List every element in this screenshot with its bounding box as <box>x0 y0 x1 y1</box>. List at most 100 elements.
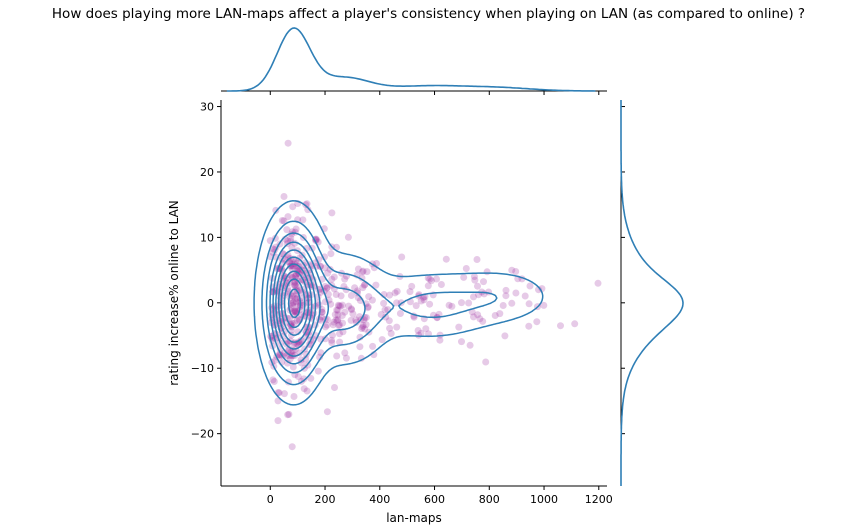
scatter-point <box>291 281 299 289</box>
scatter-point <box>337 292 345 300</box>
y-tick-label: 30 <box>200 101 214 114</box>
scatter-point <box>470 273 478 280</box>
y-tick-label: 20 <box>200 166 214 179</box>
scatter-point <box>289 301 296 309</box>
scatter-point <box>274 417 282 425</box>
scatter-point <box>291 308 299 316</box>
scatter-point <box>462 265 470 272</box>
scatter-point <box>526 282 534 290</box>
kde-contour-level <box>283 278 306 329</box>
kde-contour-level <box>253 200 544 406</box>
scatter-point <box>300 385 308 393</box>
kde-contour-level <box>269 241 330 365</box>
scatter-point <box>508 299 516 307</box>
chart-title: How does playing more LAN-maps affect a … <box>51 6 806 22</box>
y-tick-label: 10 <box>200 231 214 244</box>
scatter-point <box>300 375 308 383</box>
scatter-point <box>501 332 509 340</box>
scatter-point <box>323 408 331 416</box>
scatter-point <box>380 299 388 307</box>
scatter-point <box>302 355 310 363</box>
scatter-point <box>362 314 370 321</box>
scatter-point <box>525 300 533 308</box>
scatter-point <box>480 290 488 298</box>
scatter-point <box>275 350 283 358</box>
scatter-point <box>496 310 504 318</box>
scatter-point <box>396 310 404 317</box>
scatter-point <box>482 358 490 366</box>
kde-contour-level <box>265 232 366 374</box>
scatter-point <box>324 269 332 277</box>
scatter-point <box>445 301 453 309</box>
kde-contour-level <box>261 220 498 386</box>
scatter-point <box>417 297 425 305</box>
scatter-point <box>455 323 463 331</box>
scatter-point <box>335 302 343 310</box>
scatter-point <box>341 349 349 357</box>
scatter-point <box>280 193 288 200</box>
scatter-point <box>377 311 385 318</box>
scatter-point <box>334 301 342 309</box>
scatter-point <box>359 323 367 331</box>
scatter-point <box>291 279 298 286</box>
scatter-point <box>466 341 474 349</box>
scatter-point <box>286 355 294 363</box>
scatter-point <box>303 387 311 395</box>
y-tick-label: −20 <box>191 428 214 441</box>
scatter-points <box>266 139 602 451</box>
scatter-point <box>292 272 300 280</box>
scatter-point <box>349 310 357 318</box>
scatter-point <box>315 301 323 309</box>
scatter-point <box>533 318 541 326</box>
scatter-point <box>470 293 477 301</box>
scatter-point <box>535 286 542 294</box>
kde-contour-level <box>275 256 317 350</box>
scatter-point <box>348 306 356 314</box>
scatter-point <box>284 139 292 147</box>
scatter-point <box>372 281 380 289</box>
scatter-point <box>502 292 510 300</box>
kde-contour-level <box>272 249 321 357</box>
scatter-point <box>415 331 423 339</box>
scatter-point <box>270 378 278 385</box>
scatter-point <box>358 325 366 332</box>
scatter-point <box>387 330 395 337</box>
scatter-point <box>328 275 336 283</box>
scatter-point <box>525 322 533 330</box>
scatter-point <box>356 343 364 351</box>
scatter-point <box>479 317 487 325</box>
scatter-point <box>594 279 602 287</box>
scatter-point <box>290 319 298 327</box>
kde-contour-level <box>280 270 310 336</box>
scatter-point <box>512 268 520 275</box>
scatter-point <box>276 351 284 359</box>
scatter-point <box>289 298 297 306</box>
scatter-point <box>398 253 406 261</box>
y-axis-label: rating increase% online to LAN <box>167 200 181 386</box>
scatter-point <box>326 265 334 273</box>
scatter-point <box>391 289 399 297</box>
x-tick-label: 400 <box>369 493 390 506</box>
scatter-point <box>284 213 292 221</box>
scatter-point <box>334 311 342 319</box>
scatter-point <box>386 291 393 299</box>
scatter-point <box>293 317 301 325</box>
scatter-point <box>289 292 297 300</box>
scatter-point <box>393 323 401 331</box>
scatter-point <box>476 315 484 323</box>
scatter-point <box>473 256 481 263</box>
scatter-point <box>321 264 329 272</box>
scatter-point <box>328 339 336 347</box>
scatter-point <box>339 319 346 327</box>
scatter-point <box>358 268 366 276</box>
scatter-point <box>331 384 338 391</box>
scatter-point <box>289 299 297 307</box>
scatter-point <box>427 277 435 285</box>
scatter-point <box>470 313 477 321</box>
scatter-point <box>329 321 337 329</box>
scatter-point <box>352 316 360 324</box>
scatter-point <box>465 299 473 307</box>
scatter-point <box>303 245 310 252</box>
scatter-point <box>284 359 292 367</box>
scatter-point <box>334 317 341 325</box>
